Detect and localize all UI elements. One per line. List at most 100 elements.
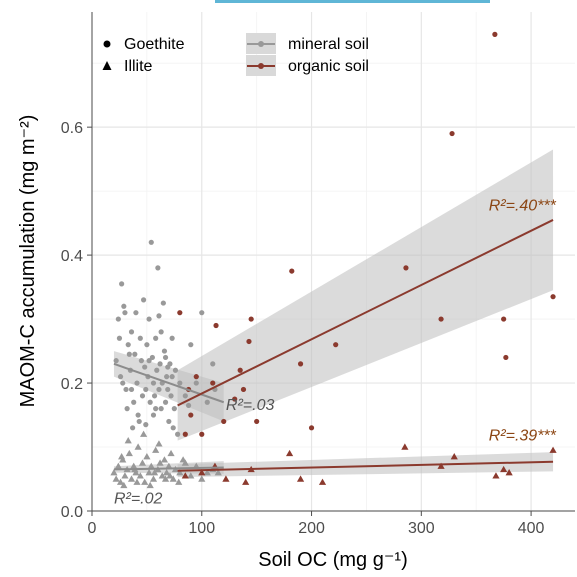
x-axis-title: Soil OC (mg g⁻¹) (258, 549, 407, 571)
point-goethite (158, 406, 164, 412)
point-goethite (246, 338, 252, 345)
point-illite (437, 462, 445, 469)
point-illite (150, 469, 159, 476)
point-goethite (297, 361, 304, 367)
point-goethite (133, 310, 139, 316)
point-illite (110, 469, 118, 476)
point-goethite (182, 393, 188, 399)
point-goethite (155, 265, 161, 271)
point-goethite (449, 130, 455, 137)
point-goethite (170, 425, 176, 431)
point-goethite (142, 364, 148, 370)
y-tick-label: 0.4 (61, 248, 83, 265)
point-illite (187, 472, 195, 479)
point-goethite (140, 297, 147, 303)
point-illite (167, 449, 175, 457)
point-goethite (161, 348, 168, 354)
point-illite (132, 469, 140, 476)
point-goethite (156, 386, 162, 393)
point-goethite (164, 374, 170, 380)
point-goethite (199, 310, 205, 316)
point-illite (160, 456, 169, 463)
point-goethite (169, 374, 175, 380)
point-illite (143, 453, 151, 460)
point-goethite (135, 412, 141, 418)
point-illite (318, 478, 327, 485)
y-tick-label: 0.0 (61, 504, 83, 521)
point-goethite (204, 399, 210, 405)
point-goethite (188, 412, 194, 418)
top-strip (215, 0, 490, 3)
point-goethite (153, 335, 159, 341)
point-goethite (160, 300, 166, 306)
point-illite (214, 469, 222, 476)
point-goethite (143, 422, 149, 428)
point-goethite (165, 386, 171, 393)
point-goethite (158, 329, 164, 335)
point-illite (149, 475, 158, 482)
point-illite (198, 469, 206, 476)
fit-line (177, 219, 554, 407)
r-squared-annotation: R²=.39*** (489, 428, 557, 445)
point-goethite (143, 386, 149, 393)
point-goethite (150, 412, 157, 418)
point-goethite (186, 402, 192, 409)
point-illite (181, 459, 189, 466)
legend-illite-symbol (102, 61, 112, 70)
y-tick-label: 0.6 (61, 120, 83, 137)
confidence-bands (113, 149, 554, 478)
point-goethite (120, 380, 126, 386)
point-goethite (149, 354, 155, 361)
legend-color-label: mineral soil (288, 36, 369, 53)
point-illite (203, 469, 211, 476)
point-goethite (169, 335, 175, 341)
point-goethite (171, 406, 177, 412)
point-goethite (403, 265, 409, 271)
point-illite (401, 443, 409, 450)
point-goethite (175, 431, 181, 437)
point-goethite (137, 335, 143, 341)
point-goethite (438, 316, 444, 322)
x-tick-label: 300 (408, 520, 435, 537)
point-goethite (188, 342, 194, 348)
confidence-band (177, 149, 554, 441)
point-goethite (128, 386, 135, 393)
point-illite (156, 459, 164, 466)
fit-line (177, 460, 554, 472)
legend: Goethite Illite mineral soil organic soil (102, 33, 369, 76)
point-goethite (550, 294, 556, 300)
point-illite (285, 449, 294, 457)
point-goethite (193, 380, 199, 386)
point-goethite (126, 351, 132, 357)
point-illite (181, 472, 189, 479)
point-goethite (232, 396, 238, 402)
y-tick-label: 0.2 (61, 376, 83, 393)
r-squared-annotation: R²=.02 (114, 490, 163, 507)
point-illite (492, 472, 500, 479)
x-tick-label: 400 (518, 520, 545, 537)
y-axis-title: MAOM-C accumulation (mg m⁻²) (17, 115, 39, 408)
point-goethite (130, 425, 136, 431)
point-illite (163, 469, 171, 476)
point-goethite (162, 399, 169, 405)
point-illite (155, 440, 163, 447)
legend-point (258, 41, 264, 47)
point-goethite (157, 361, 163, 367)
point-illite (179, 456, 187, 463)
point-illite (176, 469, 184, 476)
point-illite (116, 478, 125, 485)
point-illite (198, 475, 206, 482)
point-goethite (115, 316, 121, 322)
point-goethite (136, 418, 142, 425)
x-tick-label: 0 (88, 520, 97, 537)
point-illite (125, 449, 133, 457)
point-goethite (172, 367, 179, 373)
axes (87, 12, 575, 516)
point-goethite (501, 316, 507, 322)
point-illite (139, 430, 148, 437)
point-illite (127, 475, 136, 482)
tick-labels: 0 100 200 300 400 0.0 0.2 0.4 0.6 (61, 120, 545, 537)
point-illite (145, 469, 153, 476)
fit-line (113, 362, 225, 404)
